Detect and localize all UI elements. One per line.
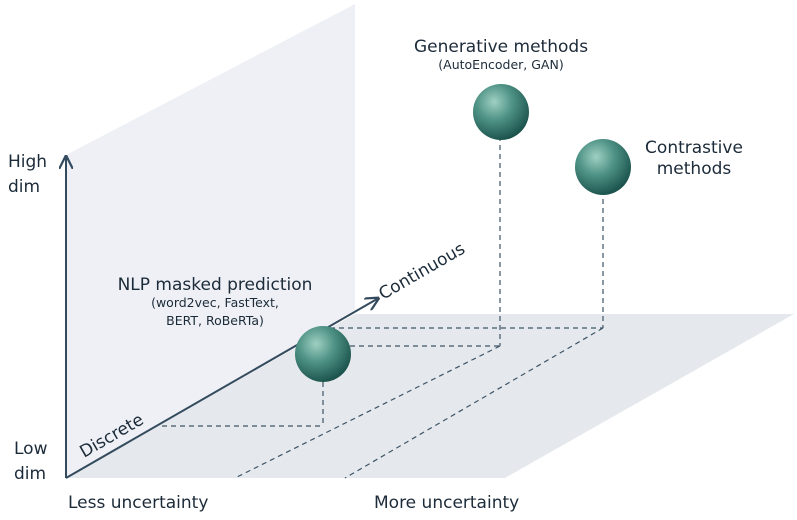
y-high-label-line1: High: [8, 152, 47, 172]
y-low-label-line1: Low: [14, 439, 48, 459]
nlp-sub2: BERT, RoBeRTa): [166, 313, 264, 328]
guide-lines: [162, 136, 604, 479]
generative-sphere: [473, 84, 529, 140]
floor-plane: [66, 314, 794, 478]
x-right-label: More uncertainty: [374, 493, 519, 513]
generative-sub1: (AutoEncoder, GAN): [438, 57, 563, 72]
y-low-label-line2: dim: [14, 464, 46, 484]
contrastive-floor-line: [344, 327, 604, 479]
nlp-sphere: [295, 326, 351, 382]
x-left-label: Less uncertainty: [68, 493, 208, 513]
contrastive-line2: methods: [657, 159, 732, 179]
generative-floor-line: [234, 345, 501, 479]
back-wall-plane: [66, 4, 355, 478]
nlp-title: NLP masked prediction: [118, 275, 313, 295]
z-far-label: Continuous: [376, 239, 469, 304]
nlp-sub1: (word2vec, FastText,: [151, 295, 279, 310]
generative-title: Generative methods: [414, 37, 588, 57]
contrastive-sphere: [575, 139, 631, 195]
y-high-label-line2: dim: [8, 177, 40, 197]
contrastive-line1: Contrastive: [645, 138, 743, 158]
